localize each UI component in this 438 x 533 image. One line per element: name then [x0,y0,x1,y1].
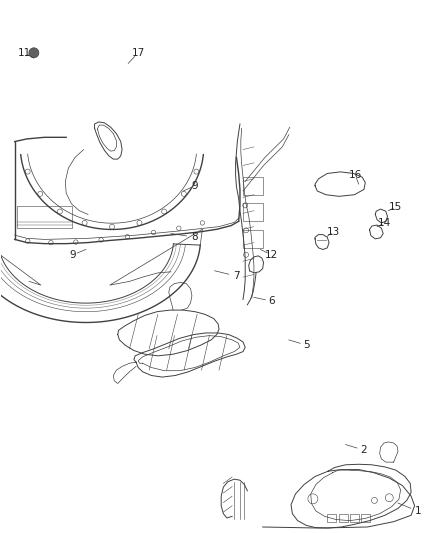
Text: 7: 7 [233,271,240,281]
Text: 16: 16 [349,170,362,180]
Text: 8: 8 [192,232,198,243]
Text: 13: 13 [327,227,340,237]
Bar [361,514,370,522]
Bar [327,514,336,522]
Text: 2: 2 [360,445,367,455]
Text: 11: 11 [18,48,32,58]
Bar [243,177,263,195]
Circle shape [29,48,39,58]
Text: 9: 9 [192,181,198,191]
Text: 9: 9 [69,250,76,260]
Text: 15: 15 [389,202,403,212]
Text: 14: 14 [378,218,392,228]
Text: 5: 5 [303,340,310,350]
Bar [339,514,348,522]
Text: 6: 6 [268,296,275,306]
Bar [17,206,72,228]
Text: 12: 12 [265,250,278,260]
Bar [243,204,263,221]
Bar [350,514,359,522]
Text: 1: 1 [414,506,421,516]
Bar [243,230,263,248]
Text: 17: 17 [131,48,145,58]
